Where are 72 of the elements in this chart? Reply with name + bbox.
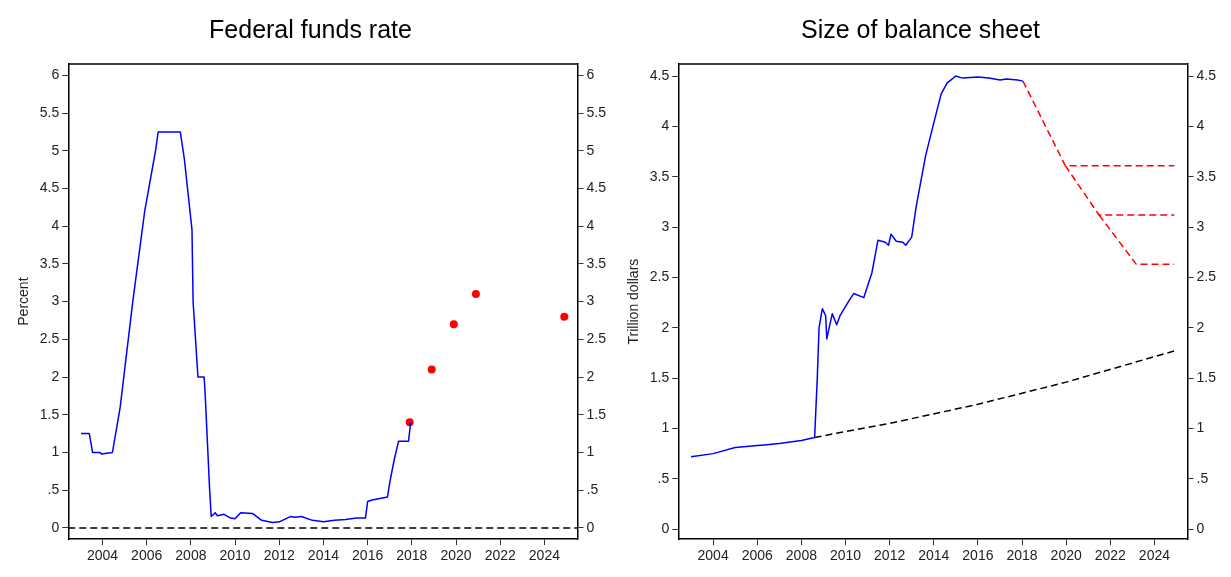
x-tick-label: 2014 [918,547,950,564]
y-tick-label: 2.5 [39,330,60,347]
x-tick-label: 2014 [307,547,340,564]
y2-tick-label: 3 [586,292,595,309]
chart-title: Federal funds rate [209,14,412,43]
y-tick-label: 4 [51,217,60,234]
y-tick-label: 1.5 [39,405,60,422]
y-tick-label: 0 [661,519,670,536]
y-tick-label: .5 [47,481,60,498]
x-tick-label: 2022 [1094,547,1127,564]
y-tick-label: 1 [661,419,670,436]
y2-tick-label: 2 [1196,318,1205,335]
chart-title: Size of balance sheet [800,14,1041,43]
y-tick-label: 3 [661,217,670,234]
x-tick-label: 2010 [219,547,251,564]
x-tick-label: 2008 [175,547,207,564]
y2-tick-label: 3.5 [1196,167,1217,184]
y-tick-label: 3.5 [39,254,60,271]
y-tick-label: 4.5 [39,179,60,196]
y-tick-label: 4.5 [649,66,670,83]
y-tick-label: 1.5 [649,368,670,385]
x-tick-label: 2024 [1138,547,1171,564]
y2-tick-label: 2.5 [586,330,607,347]
x-tick-label: 2012 [874,547,906,564]
y2-tick-label: 3 [1196,217,1205,234]
y2-tick-label: 0 [1196,519,1205,536]
x-tick-label: 2010 [829,547,862,564]
y-tick-label: 1 [51,443,60,460]
y2-tick-label: 3.5 [586,254,607,271]
y-tick-label: 2.5 [649,268,670,285]
x-tick-label: 2008 [785,547,818,564]
x-tick-label: 2018 [1006,547,1038,564]
x-tick-label: 2016 [352,547,384,564]
x-tick-label: 2022 [484,547,516,564]
y2-tick-label: 0 [586,518,595,535]
y2-tick-label: 2.5 [1196,268,1217,285]
y-tick-label: 3 [51,292,60,309]
y-axis-title: Percent [15,277,32,326]
y-tick-label: .5 [657,469,670,486]
y2-tick-label: 6 [586,66,595,83]
y2-tick-label: .5 [586,481,599,498]
x-tick-label: 2012 [263,547,296,564]
y2-tick-label: 4 [586,217,595,234]
y2-tick-label: 1 [1196,419,1205,436]
x-tick-label: 2020 [440,547,472,564]
x-tick-label: 2006 [741,547,774,564]
y2-tick-label: 1.5 [586,405,607,422]
y2-tick-label: 1.5 [1196,368,1217,385]
y-axis-title: Trillion dollars [625,258,642,345]
y-tick-label: 2 [661,318,670,335]
y2-tick-label: 4.5 [586,179,607,196]
y-tick-label: 6 [51,66,60,83]
y2-tick-label: 5 [586,141,595,158]
y2-tick-label: 4.5 [1196,66,1217,83]
y2-tick-label: 4 [1196,117,1205,134]
y2-tick-label: 2 [586,367,595,384]
x-tick-label: 2004 [697,547,729,564]
y2-tick-label: 1 [586,443,595,460]
y-tick-label: 0 [51,518,60,535]
y2-tick-label: .5 [1196,469,1209,486]
y-tick-label: 5 [51,141,60,158]
y-tick-label: 4 [661,117,670,134]
y2-tick-label: 5.5 [586,103,607,120]
x-tick-label: 2016 [962,547,994,564]
x-tick-label: 2024 [528,547,561,564]
x-tick-label: 2020 [1050,547,1082,564]
y-tick-label: 2 [51,367,60,384]
x-tick-label: 2018 [396,547,428,564]
y-tick-label: 3.5 [649,167,670,184]
x-tick-label: 2004 [86,547,119,564]
y-tick-label: 5.5 [39,103,60,120]
x-tick-label: 2006 [131,547,163,564]
